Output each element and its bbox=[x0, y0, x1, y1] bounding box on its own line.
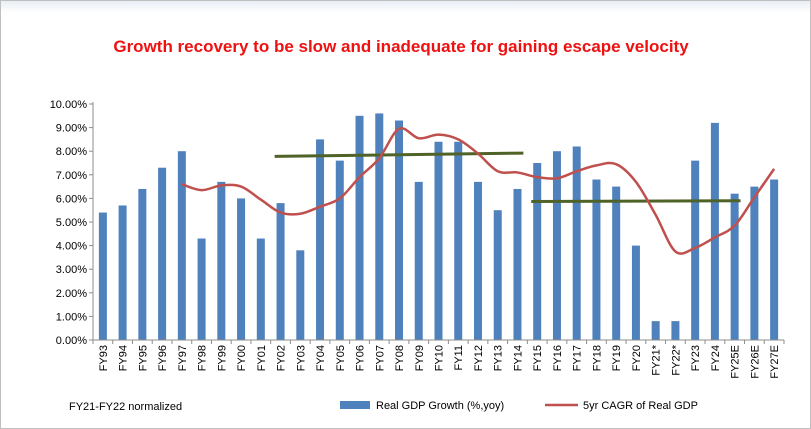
x-tick-label: FY94 bbox=[118, 345, 130, 371]
x-tick-label: FY09 bbox=[414, 345, 426, 371]
x-tick-label: FY24 bbox=[710, 345, 722, 371]
x-tick-label: FY21* bbox=[651, 344, 663, 375]
bar-real-gdp bbox=[552, 151, 561, 340]
x-tick-label: FY18 bbox=[591, 345, 603, 371]
bar-real-gdp bbox=[493, 210, 502, 340]
legend: Real GDP Growth (%,yoy) 5yr CAGR of Real… bbox=[340, 400, 698, 412]
x-tick-label: FY03 bbox=[295, 345, 307, 371]
bar-real-gdp bbox=[375, 113, 384, 340]
bar-real-gdp bbox=[256, 238, 265, 340]
bar-real-gdp bbox=[513, 188, 522, 340]
bar-real-gdp bbox=[750, 186, 759, 340]
x-tick-label: FY19 bbox=[611, 345, 623, 371]
bar-real-gdp bbox=[572, 146, 581, 340]
y-tick-label: 0.00% bbox=[56, 335, 87, 347]
bar-real-gdp bbox=[118, 205, 127, 340]
y-tick-label: 8.00% bbox=[56, 146, 87, 158]
x-tick-label: FY93 bbox=[98, 345, 110, 371]
bar-real-gdp bbox=[473, 181, 482, 340]
y-tick-label: 3.00% bbox=[56, 264, 87, 276]
bar-real-gdp bbox=[612, 186, 621, 340]
top-strip bbox=[1, 1, 810, 13]
bar-real-gdp bbox=[296, 250, 305, 340]
bar-real-gdp bbox=[671, 321, 680, 340]
x-tick-label: FY99 bbox=[216, 345, 228, 371]
bar-real-gdp bbox=[770, 179, 779, 340]
bar-real-gdp bbox=[434, 141, 443, 340]
x-tick-label: FY97 bbox=[177, 345, 189, 371]
normalization-note: FY21-FY22 normalized bbox=[69, 401, 182, 413]
x-tick-label: FY13 bbox=[493, 345, 505, 371]
bar-real-gdp bbox=[98, 212, 107, 340]
bar-real-gdp bbox=[710, 122, 719, 340]
bar-real-gdp bbox=[138, 188, 147, 340]
x-tick-label: FY16 bbox=[552, 345, 564, 371]
bar-real-gdp bbox=[730, 193, 739, 340]
bar-real-gdp bbox=[454, 141, 463, 340]
reference-lines bbox=[274, 151, 741, 203]
x-tick-label: FY08 bbox=[394, 345, 406, 371]
x-tick-label: FY27E bbox=[769, 345, 781, 379]
cagr-line-path bbox=[181, 126, 776, 255]
bar-real-gdp bbox=[631, 245, 640, 340]
legend-label-real-gdp: Real GDP Growth (%,yoy) bbox=[376, 400, 504, 412]
y-tick-label: 6.00% bbox=[56, 193, 87, 205]
x-tick-label: FY20 bbox=[631, 345, 643, 371]
bar-real-gdp bbox=[355, 115, 364, 340]
y-tick-label: 9.00% bbox=[56, 123, 87, 135]
x-tick-label: FY06 bbox=[355, 345, 367, 371]
legend-swatch-real-gdp bbox=[340, 401, 370, 409]
bar-real-gdp bbox=[414, 181, 423, 340]
y-tick-label: 10.00% bbox=[50, 99, 88, 111]
x-tick-label: FY10 bbox=[434, 345, 446, 371]
bar-real-gdp bbox=[177, 151, 186, 340]
y-axis: 0.00% 1.00% 2.00% 3.00% 4.00% 5.00% 6.00% 7.00%… bbox=[50, 99, 94, 347]
cagr-line-series bbox=[181, 126, 776, 255]
x-tick-label: FY00 bbox=[236, 345, 248, 371]
x-tick-label: FY98 bbox=[197, 345, 209, 371]
bar-real-gdp bbox=[335, 160, 344, 340]
y-tick-label: 7.00% bbox=[56, 170, 87, 182]
bar-real-gdp bbox=[691, 160, 700, 340]
x-tick-label: FY22* bbox=[670, 344, 682, 375]
chart-title: Growth recovery to be slow and inadequat… bbox=[113, 37, 689, 56]
y-tick-label: 1.00% bbox=[56, 311, 87, 323]
bar-real-gdp bbox=[276, 203, 285, 340]
bar-real-gdp bbox=[158, 167, 167, 340]
x-axis: FY93 FY94 FY95 FY96 FY97 FY98 FY99 FY00 FY01 FY02… bbox=[92, 339, 785, 379]
trend-line bbox=[274, 151, 524, 158]
y-tick-label: 5.00% bbox=[56, 217, 87, 229]
y-tick-label: 4.00% bbox=[56, 241, 87, 253]
x-tick-label: FY23 bbox=[690, 345, 702, 371]
x-tick-label: FY07 bbox=[374, 345, 386, 371]
x-tick-label: FY01 bbox=[256, 345, 268, 371]
x-tick-label: FY26E bbox=[749, 345, 761, 379]
bar-real-gdp bbox=[395, 120, 404, 341]
x-tick-label: FY95 bbox=[137, 345, 149, 371]
x-tick-label: FY17 bbox=[572, 345, 584, 371]
y-tick-label: 2.00% bbox=[56, 288, 87, 300]
x-tick-label: FY96 bbox=[157, 345, 169, 371]
trend-line bbox=[531, 199, 741, 203]
x-tick-label: FY14 bbox=[512, 345, 524, 371]
bar-real-gdp bbox=[592, 179, 601, 340]
x-tick-label: FY11 bbox=[453, 345, 465, 370]
bar-series bbox=[98, 113, 779, 341]
bar-real-gdp bbox=[651, 321, 660, 340]
bar-real-gdp bbox=[237, 198, 246, 340]
legend-label-cagr: 5yr CAGR of Real GDP bbox=[583, 400, 698, 412]
x-tick-label: FY25E bbox=[730, 345, 742, 379]
bar-real-gdp bbox=[217, 181, 226, 340]
x-tick-label: FY15 bbox=[532, 345, 544, 371]
bar-real-gdp bbox=[197, 238, 206, 340]
x-tick-label: FY12 bbox=[473, 345, 485, 371]
bar-real-gdp bbox=[316, 139, 325, 340]
bar-real-gdp bbox=[533, 163, 542, 340]
x-tick-label: FY02 bbox=[276, 345, 288, 371]
x-tick-label: FY05 bbox=[335, 345, 347, 371]
x-tick-label: FY04 bbox=[315, 345, 327, 371]
